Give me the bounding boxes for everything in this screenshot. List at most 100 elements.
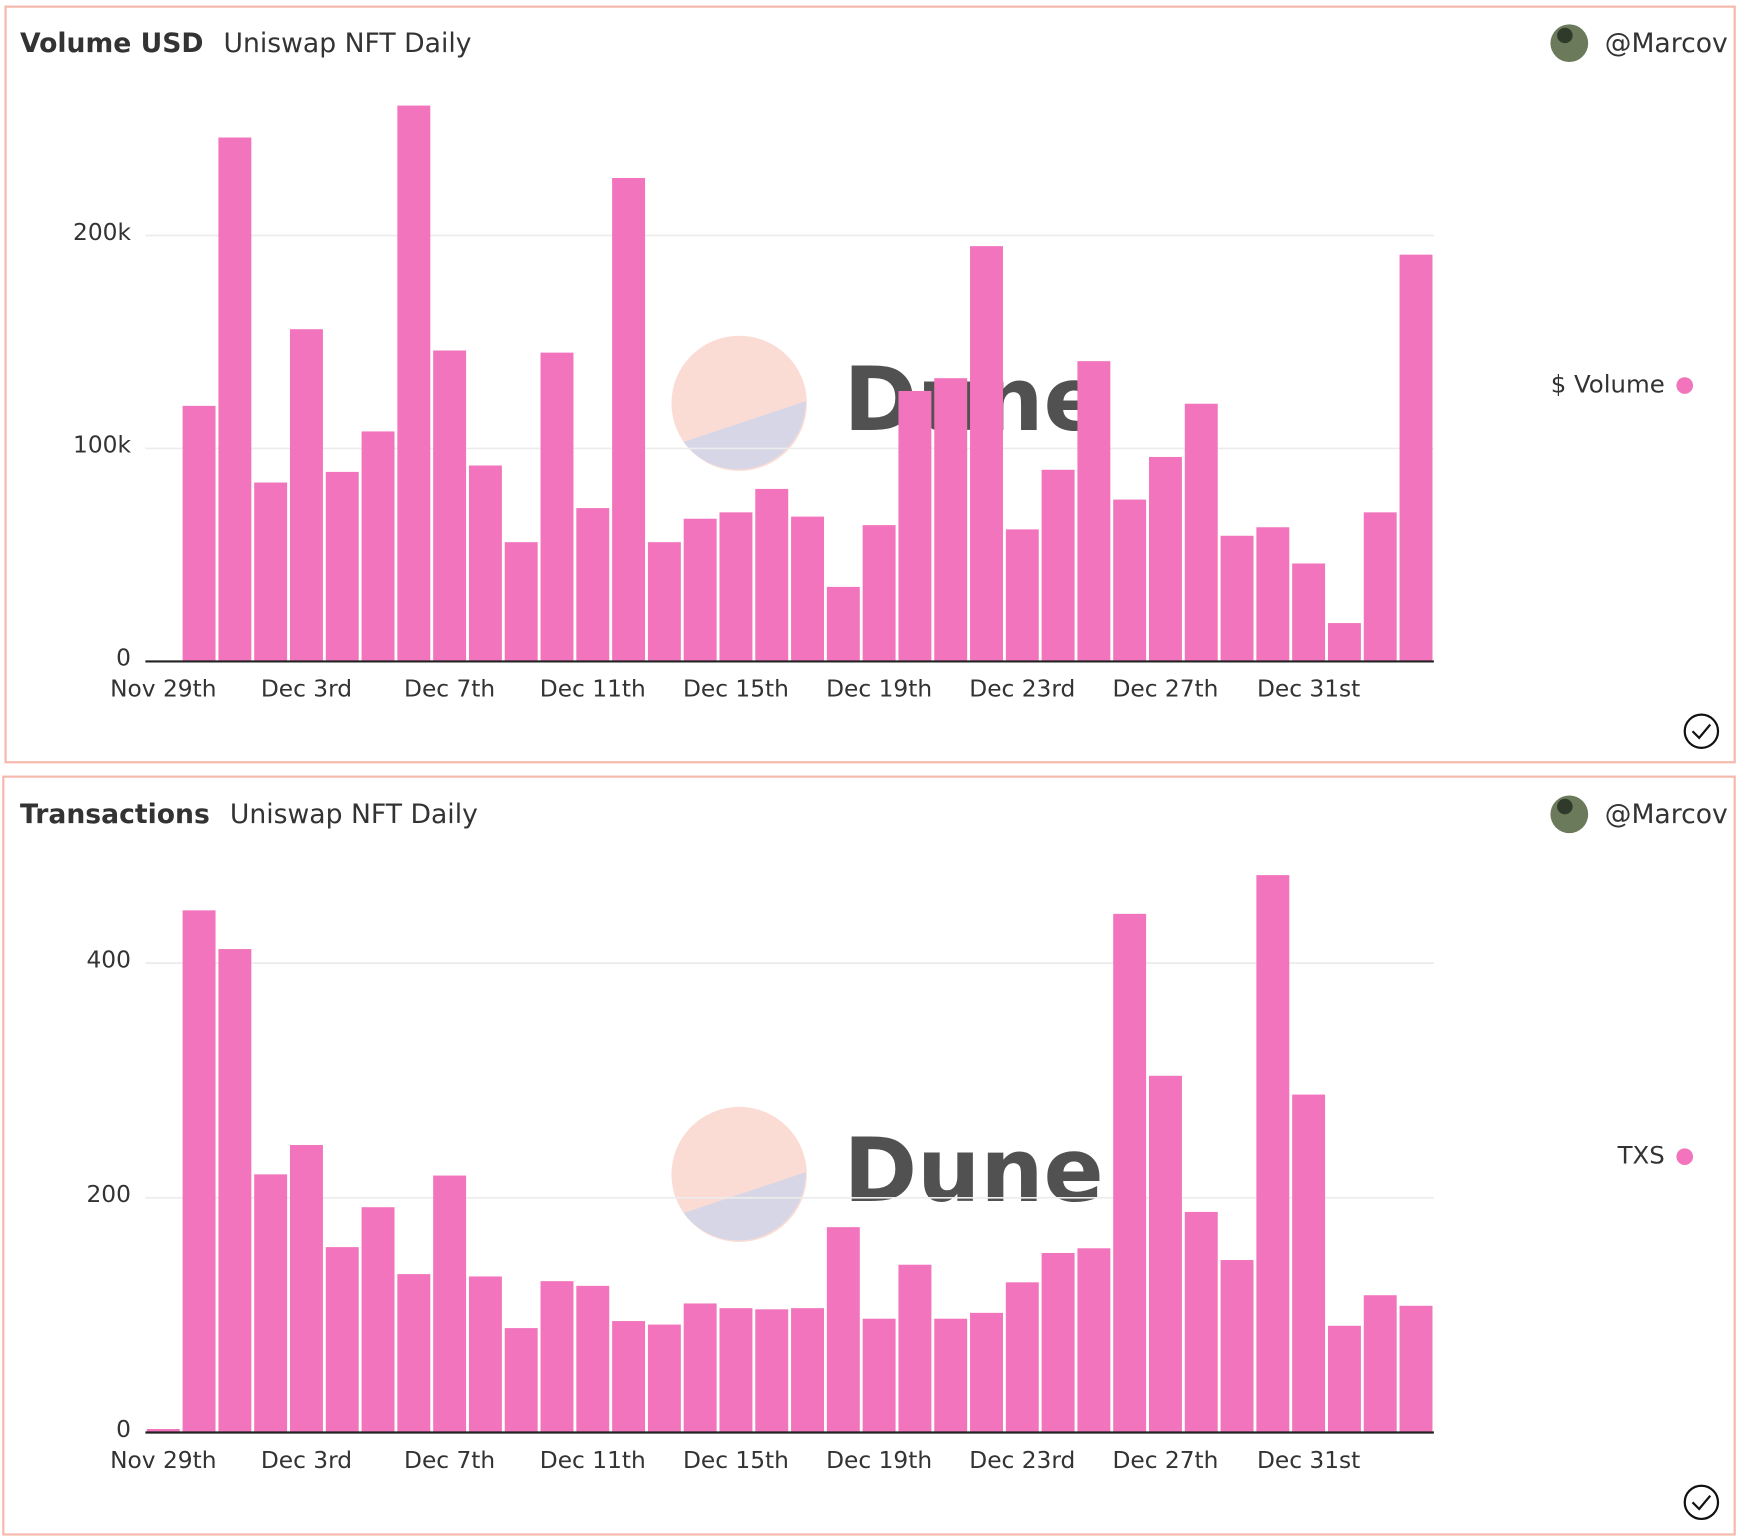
chart-subtitle: Uniswap NFT Daily (224, 28, 472, 59)
x-tick-label: Dec 23rd (969, 1447, 1075, 1474)
bar (468, 465, 502, 662)
bar (540, 1281, 574, 1433)
avatar-detail (1557, 27, 1573, 44)
x-tick-label: Dec 23rd (969, 676, 1075, 703)
watermark-logo (683, 1172, 806, 1241)
bar (1327, 1325, 1361, 1433)
bar (504, 1328, 538, 1433)
bar (1292, 1094, 1326, 1433)
x-tick-label: Dec 11th (540, 676, 646, 703)
bar (1077, 361, 1111, 662)
bar (647, 1324, 681, 1433)
bar (361, 1207, 395, 1433)
chart-title: Volume USD (20, 28, 204, 59)
x-tick-label: Dec 15th (683, 1447, 789, 1474)
x-tick-label: Dec 3rd (261, 676, 352, 703)
bar (934, 378, 968, 662)
bar (361, 431, 395, 662)
status-icon (1691, 1494, 1712, 1511)
y-tick-label: 0 (116, 1416, 131, 1443)
bar (862, 525, 896, 662)
bar (1184, 403, 1218, 662)
bar (1363, 1295, 1397, 1433)
bar (719, 1308, 753, 1433)
bar (325, 1247, 359, 1433)
bar (898, 1264, 932, 1433)
bar (970, 1312, 1003, 1433)
x-tick-label: Dec 31st (1257, 1447, 1360, 1474)
bar (755, 1309, 789, 1433)
y-tick-label: 400 (87, 946, 131, 973)
bar (576, 1285, 610, 1433)
bar (898, 390, 932, 662)
bar (791, 1308, 825, 1433)
watermark-logo (683, 401, 806, 470)
bar (1077, 1248, 1111, 1433)
legend-marker (1676, 1148, 1694, 1165)
bar (468, 1276, 502, 1433)
status-icon (1691, 723, 1712, 740)
status-icon (1683, 1484, 1720, 1521)
bar (397, 1274, 431, 1433)
bar (1149, 1075, 1182, 1433)
bar (612, 1321, 646, 1433)
chart-subtitle: Uniswap NFT Daily (230, 799, 478, 830)
author: @Marcov (1605, 28, 1728, 59)
x-tick-label: Dec 3rd (261, 1447, 352, 1474)
x-tick-label: Dec 27th (1112, 1447, 1218, 1474)
bar (1005, 529, 1039, 662)
x-tick-label: Dec 31st (1257, 676, 1360, 703)
bar (1399, 1305, 1433, 1433)
bar (289, 1145, 323, 1433)
bar (433, 1175, 467, 1433)
avatar-detail (1557, 798, 1573, 815)
x-tick-label: Nov 29th (110, 676, 216, 703)
chart-title: Transactions (20, 799, 210, 830)
bar (433, 350, 467, 662)
bar (218, 137, 252, 662)
y-tick-label: 100k (73, 432, 131, 459)
bar (647, 542, 681, 662)
x-tick-label: Dec 27th (1112, 676, 1218, 703)
status-icon (1683, 713, 1720, 749)
bar (1005, 1282, 1039, 1433)
bar (1220, 535, 1254, 662)
y-tick-label: 200 (87, 1181, 131, 1208)
bar (254, 1174, 288, 1433)
bar (862, 1318, 896, 1433)
bar (826, 586, 860, 662)
bar (683, 1303, 717, 1433)
bar (540, 352, 574, 662)
y-tick-label: 0 (116, 645, 131, 672)
bar (146, 1429, 180, 1433)
bar (1256, 875, 1290, 1433)
bar (1113, 913, 1147, 1433)
author: @Marcov (1605, 799, 1728, 830)
bar (254, 482, 288, 662)
x-tick-label: Dec 15th (683, 676, 789, 703)
bar (934, 1318, 968, 1433)
bar (1220, 1260, 1254, 1433)
bar (1327, 623, 1361, 662)
bar (218, 949, 252, 1433)
bar (1041, 469, 1075, 662)
legend-label: TXS (1617, 1141, 1665, 1170)
bar (1149, 456, 1182, 662)
bar (970, 246, 1003, 662)
bar (826, 1227, 860, 1433)
bar (504, 542, 538, 662)
bar (683, 518, 717, 662)
watermark: Dune (843, 1119, 1103, 1222)
bar (1184, 1211, 1218, 1433)
bar (1041, 1252, 1075, 1433)
x-tick-label: Dec 19th (826, 1447, 932, 1474)
x-tick-label: Dec 7th (404, 1447, 495, 1474)
bar (1363, 512, 1397, 662)
x-tick-label: Dec 7th (404, 676, 495, 703)
bar (719, 512, 753, 662)
bar (397, 105, 431, 662)
legend-marker (1676, 377, 1694, 394)
bar (1256, 527, 1290, 662)
bar (576, 508, 610, 662)
